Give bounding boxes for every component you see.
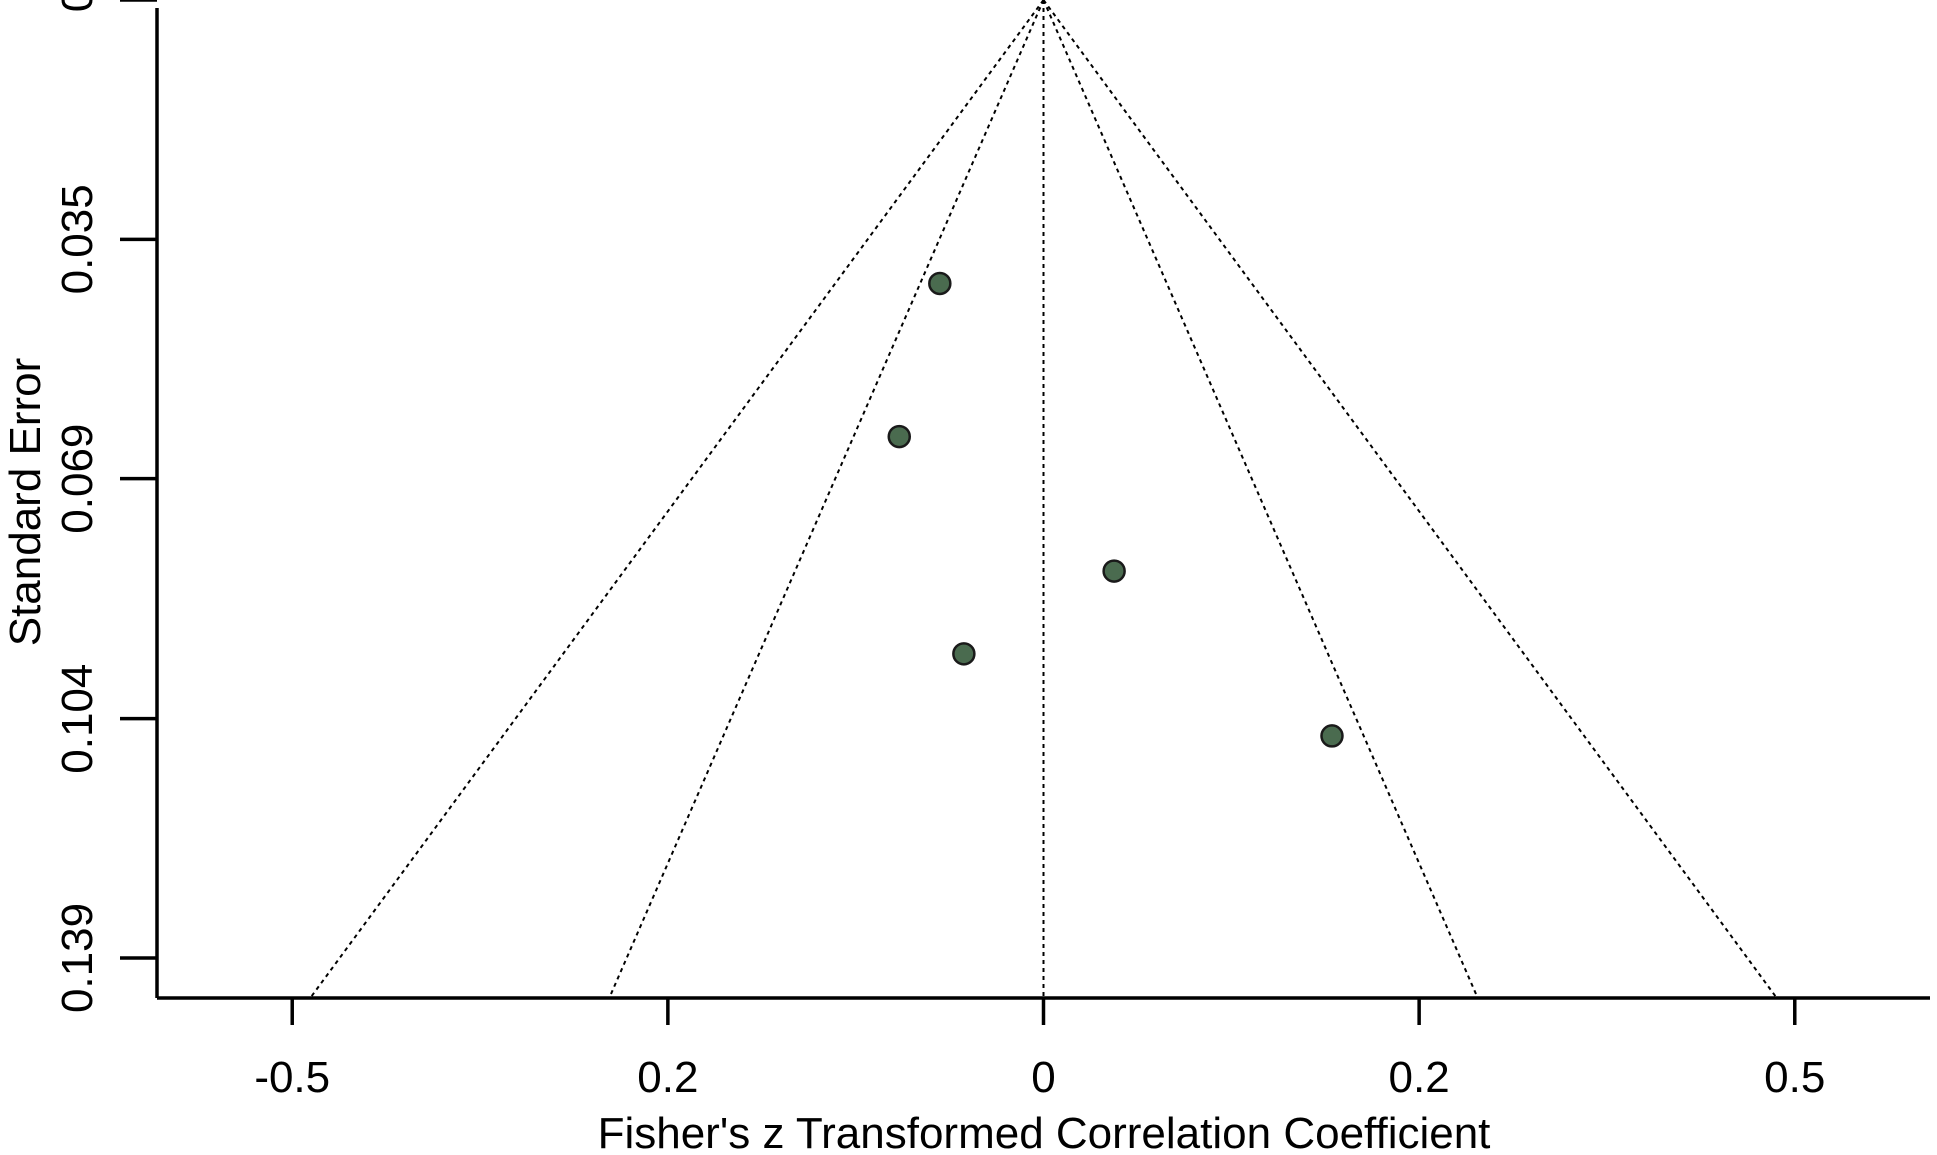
data-points: [887, 271, 1344, 748]
y-tick-label: 0.139: [53, 903, 102, 1013]
funnel-lines: [309, 0, 1778, 999]
y-tick-label: 0.035: [53, 184, 102, 294]
x-axis-title: Fisher's z Transformed Correlation Coeff…: [598, 1109, 1491, 1155]
x-tick-label: 0.5: [1764, 1053, 1825, 1102]
data-point: [1102, 559, 1126, 583]
x-tick-label: 0.2: [637, 1053, 698, 1102]
data-point: [952, 642, 976, 666]
data-point: [887, 424, 912, 449]
funnel-outer-left-line: [309, 0, 1045, 999]
funnel-outer-right-line: [1042, 0, 1778, 999]
funnel-inner-left-line: [608, 0, 1045, 999]
y-tick-label: 0: [53, 0, 102, 12]
x-tick-label: -0.5: [254, 1053, 330, 1102]
data-point: [1320, 724, 1344, 748]
y-tick-label: 0.069: [53, 424, 102, 534]
y-axis-title: Standard Error: [1, 358, 50, 647]
axes: -0.5 0.2 0 0.2 0.5 0 0.035 0.069 0.104 0.139: [53, 0, 1930, 1102]
y-tick-label: 0.104: [53, 664, 102, 774]
data-point: [928, 271, 952, 296]
x-tick-label: 0.2: [1389, 1053, 1450, 1102]
x-tick-label: 0: [1031, 1053, 1055, 1102]
funnel-inner-right-line: [1042, 0, 1479, 999]
